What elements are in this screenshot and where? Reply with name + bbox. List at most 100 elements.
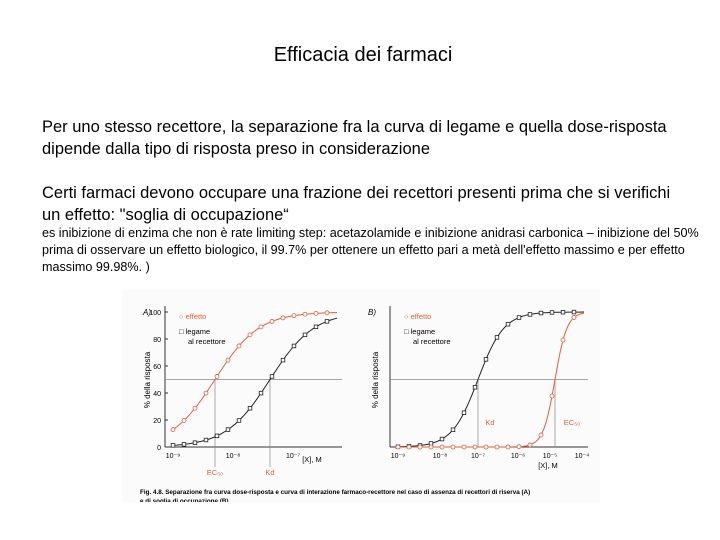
point [483, 357, 489, 362]
curve [170, 312, 338, 432]
marker-label: EC₅₀ [207, 468, 224, 477]
slide-title: Efficacia dei farmaci [273, 44, 453, 66]
point [406, 444, 412, 450]
point [571, 315, 577, 320]
curve [170, 317, 338, 446]
point [236, 418, 242, 423]
point [313, 310, 319, 316]
point [516, 315, 522, 320]
legend-entry: □ legame [179, 327, 210, 336]
point [472, 444, 478, 450]
point [203, 390, 209, 396]
point [571, 309, 577, 315]
point [192, 440, 198, 445]
x-axis-label: [X], M [538, 461, 558, 470]
figure: A) % della risposta 100 80 60 40 20 0 10⁻⁹ 10⁻⁸ 10… [122, 290, 600, 502]
x-tick-label: 10⁻⁸ [226, 453, 240, 460]
legend-entry: ○ effetto [404, 312, 431, 321]
legend-entry: ○ effetto [179, 312, 206, 321]
x-tick-label: 10⁻⁶ [511, 453, 525, 460]
panel-label: B) [368, 308, 376, 317]
note: es inibizione di enzima che non è rate l… [42, 226, 699, 274]
point [428, 444, 434, 450]
point [269, 319, 275, 324]
point [494, 444, 500, 450]
paragraph: Per uno stesso recettore, la separazione… [42, 118, 667, 158]
point [538, 432, 544, 438]
point [225, 427, 231, 432]
point [560, 309, 566, 315]
legend-entry: al recettore [188, 337, 226, 346]
point [280, 315, 286, 321]
point [324, 310, 330, 316]
legend-entry: al recettore [413, 337, 451, 346]
point [181, 418, 187, 423]
x-tick-label: 10⁻⁴ [575, 453, 590, 460]
point [417, 444, 423, 450]
point [439, 436, 445, 442]
point [472, 385, 478, 390]
marker-label: EC₅₀ [564, 418, 581, 427]
x-tick-label: 10⁻⁹ [166, 453, 180, 460]
point [324, 319, 330, 324]
point [527, 312, 533, 317]
panel-label: A) [142, 308, 151, 317]
point [214, 374, 220, 379]
x-tick-label: 10⁻⁷ [471, 453, 485, 460]
point [313, 324, 319, 330]
point [549, 393, 555, 399]
y-tick-label: 20 [153, 418, 161, 425]
point [280, 357, 286, 363]
point [505, 444, 511, 450]
point [516, 444, 522, 450]
y-axis-label: % della risposta [371, 351, 380, 408]
point [450, 427, 456, 432]
y-tick-label: 40 [153, 391, 161, 398]
x-axis-label: [X], M [302, 455, 322, 464]
point [236, 343, 242, 349]
point [291, 343, 297, 349]
point [395, 444, 401, 450]
y-tick-label: 100 [149, 310, 161, 317]
point [181, 442, 187, 447]
point [247, 406, 253, 411]
point [247, 332, 253, 338]
point [258, 324, 264, 330]
marker-label: Kd [265, 468, 274, 477]
point [461, 410, 467, 415]
caption: Fig. 4.8. Separazione fra curva dose-ris… [140, 489, 530, 496]
point [192, 405, 198, 411]
point [483, 444, 489, 450]
point [302, 332, 308, 338]
y-axis-label: % della risposta [143, 351, 152, 408]
point [214, 433, 220, 439]
paragraph: Certi farmaci devono occupare una frazio… [42, 184, 671, 224]
point [560, 337, 566, 343]
point [461, 444, 467, 450]
x-tick-label: 10⁻⁹ [391, 453, 405, 460]
point [538, 310, 544, 316]
point [225, 357, 231, 363]
point [269, 374, 275, 379]
marker-label: Kd [485, 418, 494, 427]
point [170, 443, 176, 448]
y-tick-label: 60 [153, 364, 161, 371]
x-tick-label: 10⁻⁷ [286, 453, 300, 460]
y-tick-label: 80 [153, 337, 161, 344]
y-tick-label: 0 [157, 445, 161, 452]
point [302, 311, 308, 317]
caption: e di soglia di occupazione (B). [140, 498, 231, 502]
x-tick-label: 10⁻⁵ [543, 453, 557, 460]
point [505, 322, 511, 327]
point [439, 444, 445, 450]
curve [396, 312, 585, 448]
point [170, 427, 176, 432]
point [527, 442, 533, 448]
point [549, 310, 555, 315]
point [494, 335, 500, 340]
legend-entry: □ legame [404, 327, 435, 336]
point [203, 437, 209, 443]
point [450, 444, 456, 450]
x-tick-label: 10⁻⁸ [433, 453, 447, 460]
